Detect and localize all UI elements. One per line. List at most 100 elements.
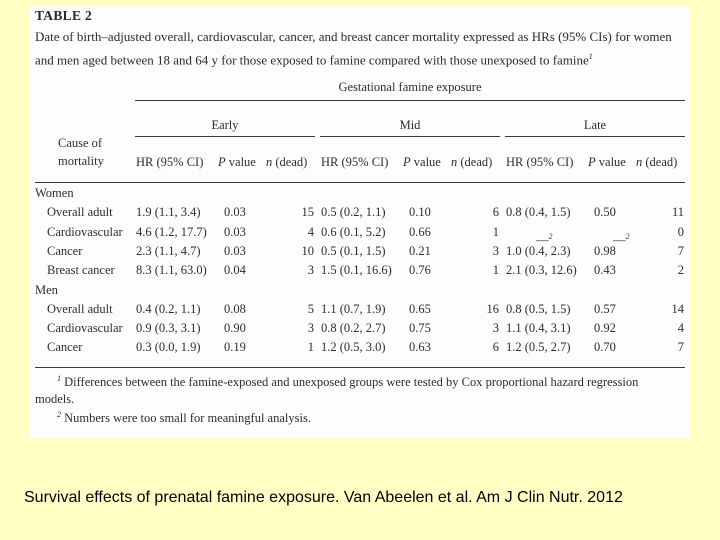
col-p-early: P value bbox=[218, 155, 256, 169]
col-hr-mid: HR (95% CI) bbox=[321, 155, 389, 169]
cell-n: 6 bbox=[492, 205, 499, 220]
footnote-1-text: Differences between the famine-exposed a… bbox=[64, 375, 639, 390]
cell-hr: 1.1 (0.7, 1.9) bbox=[321, 301, 386, 316]
table-header: TABLE 2 Date of birth–adjusted overall, … bbox=[35, 8, 685, 70]
footnote-2: 2 Numbers were too small for meaningful … bbox=[35, 406, 685, 427]
caption-line-2: and men aged between 18 and 64 y for tho… bbox=[35, 47, 685, 70]
group-mid: Mid bbox=[399, 118, 421, 132]
cell-hr: 0.4 (0.2, 1.1) bbox=[136, 301, 201, 316]
cell-p: 0.75 bbox=[409, 321, 431, 336]
cell-n: 3 bbox=[492, 321, 499, 336]
cell-p: 0.03 bbox=[224, 224, 246, 239]
cell-p: 0.04 bbox=[224, 263, 246, 278]
footnote-1-cont: models. bbox=[35, 392, 75, 407]
row-cause: Breast cancer bbox=[47, 263, 115, 278]
cell-p: 0.19 bbox=[224, 340, 246, 355]
group-rule-early bbox=[135, 136, 315, 137]
caption-line-1: Date of birth–adjusted overall, cardiova… bbox=[35, 29, 672, 44]
footnote-1-mark: 1 bbox=[57, 374, 61, 383]
cell-missing: —2 bbox=[613, 231, 630, 247]
col-hr-late: HR (95% CI) bbox=[506, 155, 574, 169]
cell-hr: 1.1 (0.4, 3.1) bbox=[506, 321, 571, 336]
footnote-1: 1 Differences between the famine-exposed… bbox=[35, 370, 685, 408]
cell-hr: 1.0 (0.4, 2.3) bbox=[506, 243, 571, 258]
cell-p: 0.03 bbox=[224, 243, 246, 258]
cell-n: 10 bbox=[301, 243, 315, 258]
caption-line-2-text: and men aged between 18 and 64 y for tho… bbox=[35, 52, 589, 68]
cell-n: 6 bbox=[492, 340, 499, 355]
row-cause: Overall adult bbox=[47, 301, 113, 316]
cell-n: 16 bbox=[486, 301, 500, 316]
spanner-label: Gestational famine exposure bbox=[338, 80, 482, 94]
cell-hr: 2.3 (1.1, 4.7) bbox=[136, 243, 201, 258]
cell-hr: 0.5 (0.2, 1.1) bbox=[321, 205, 386, 220]
cell-hr: 0.6 (0.1, 5.2) bbox=[321, 224, 386, 239]
table-panel: TABLE 2 Date of birth–adjusted overall, … bbox=[30, 6, 690, 438]
header-rule bbox=[35, 182, 685, 183]
cell-n: 3 bbox=[492, 243, 499, 258]
col-n-late: n (dead) bbox=[636, 155, 678, 169]
cell-n: 11 bbox=[671, 205, 684, 220]
row-cause: Cancer bbox=[47, 340, 83, 355]
cell-hr: 1.2 (0.5, 3.0) bbox=[321, 340, 386, 355]
footnote-2-text: Numbers were too small for meaningful an… bbox=[64, 411, 311, 426]
cell-missing: —2 bbox=[536, 231, 553, 247]
cell-p: 0.98 bbox=[594, 243, 616, 258]
group-early: Early bbox=[211, 118, 239, 132]
table-number: TABLE 2 bbox=[35, 8, 92, 23]
cell-n: 1 bbox=[492, 224, 499, 239]
caption-footnote-mark: 1 bbox=[588, 52, 593, 61]
cell-n: 5 bbox=[307, 301, 314, 316]
group-late: Late bbox=[583, 118, 607, 132]
cell-hr: 0.8 (0.5, 1.5) bbox=[506, 301, 571, 316]
cell-hr: 8.3 (1.1, 63.0) bbox=[136, 263, 207, 278]
cell-n: 1 bbox=[307, 340, 314, 355]
cell-p: 0.66 bbox=[409, 224, 431, 239]
cell-p: 0.08 bbox=[224, 301, 246, 316]
cell-hr: 0.5 (0.1, 1.5) bbox=[321, 243, 386, 258]
cell-n: 4 bbox=[677, 321, 684, 336]
cell-p: 0.03 bbox=[224, 205, 246, 220]
cell-p: 0.57 bbox=[594, 301, 616, 316]
col-n-early: n (dead) bbox=[266, 155, 308, 169]
footnote-2-mark: 2 bbox=[57, 410, 61, 419]
cell-n: 0 bbox=[677, 224, 684, 239]
cell-p: 0.50 bbox=[594, 205, 616, 220]
cell-p: 0.65 bbox=[409, 301, 431, 316]
group-rule-late bbox=[505, 136, 685, 137]
section-label: Women bbox=[35, 186, 74, 200]
cell-n: 7 bbox=[677, 243, 684, 258]
col-p-late: P value bbox=[588, 155, 626, 169]
cell-hr: 0.9 (0.3, 3.1) bbox=[136, 321, 201, 336]
cell-n: 3 bbox=[307, 321, 314, 336]
cell-hr: 1.9 (1.1, 3.4) bbox=[136, 205, 201, 220]
cell-p: 0.70 bbox=[594, 340, 616, 355]
cell-p: 0.10 bbox=[409, 205, 431, 220]
cause-label-line-2: mortality bbox=[58, 154, 104, 168]
cell-p: 0.63 bbox=[409, 340, 431, 355]
row-cause: Cardiovascular bbox=[47, 321, 123, 336]
cell-p: 0.90 bbox=[224, 321, 246, 336]
cell-hr: 0.3 (0.0, 1.9) bbox=[136, 340, 201, 355]
cell-n: 15 bbox=[301, 205, 315, 220]
table-caption: Date of birth–adjusted overall, cardiova… bbox=[35, 27, 685, 70]
cell-p: 0.92 bbox=[594, 321, 616, 336]
cell-p: 0.43 bbox=[594, 263, 616, 278]
cell-p: 0.21 bbox=[409, 243, 431, 258]
col-hr-early: HR (95% CI) bbox=[136, 155, 204, 169]
cell-hr: 4.6 (1.2, 17.7) bbox=[136, 224, 207, 239]
cell-n: 14 bbox=[671, 301, 685, 316]
col-p-mid: P value bbox=[403, 155, 441, 169]
bottom-rule bbox=[35, 367, 685, 368]
cell-hr: 0.8 (0.4, 1.5) bbox=[506, 205, 571, 220]
cell-n: 3 bbox=[307, 263, 314, 278]
group-rule-mid bbox=[320, 136, 500, 137]
cell-hr: 2.1 (0.3, 12.6) bbox=[506, 263, 577, 278]
row-cause: Cancer bbox=[47, 243, 83, 258]
cell-n: 7 bbox=[677, 340, 684, 355]
citation-attribution: Survival effects of prenatal famine expo… bbox=[24, 489, 623, 506]
top-rule bbox=[135, 100, 685, 101]
cell-hr: 0.8 (0.2, 2.7) bbox=[321, 321, 386, 336]
row-cause: Cardiovascular bbox=[47, 224, 123, 239]
cell-n: 4 bbox=[307, 224, 314, 239]
